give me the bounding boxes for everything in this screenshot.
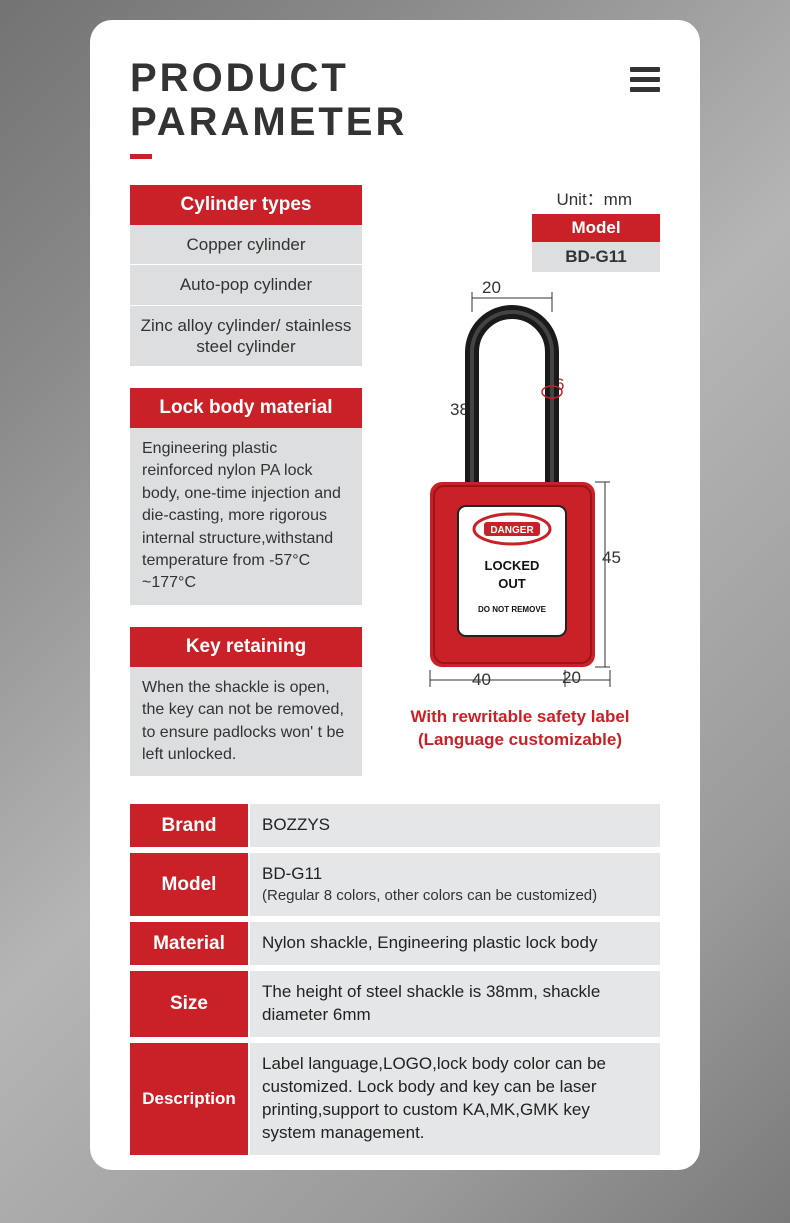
spec-val-brand: BOZZYS [250,804,660,847]
padlock-diagram: 20 38 6 45 40 20 [390,280,650,700]
title-line2: PARAMETER [130,100,407,144]
locked-text-1: LOCKED [485,558,540,573]
model-header: Model [532,214,660,242]
spec-row: Description Label language,LOGO,lock bod… [130,1043,660,1155]
spec-val-size: The height of steel shackle is 38mm, sha… [250,971,660,1037]
left-column: Cylinder types Copper cylinder Auto-pop … [130,185,362,776]
remove-text: DO NOT REMOVE [478,605,547,614]
locked-text-2: OUT [498,576,526,591]
unit-label: Unit：mm [556,185,632,210]
lock-body-block: Lock body material Engineering plastic r… [130,388,362,605]
header-row: PRODUCT PARAMETER [130,56,660,159]
title-block: PRODUCT PARAMETER [130,56,407,159]
spec-row: Size The height of steel shackle is 38mm… [130,971,660,1037]
page-title: PRODUCT PARAMETER [130,56,407,144]
key-retaining-block: Key retaining When the shackle is open, … [130,627,362,777]
spec-label-brand: Brand [130,804,248,847]
right-column: Unit：mm Model BD-G11 20 38 6 45 40 20 [380,185,660,776]
mid-section: Cylinder types Copper cylinder Auto-pop … [130,185,660,776]
cylinder-row: Zinc alloy cylinder/ stainless steel cyl… [130,306,362,367]
title-underline [130,154,152,159]
lockbody-text: Engineering plastic reinforced nylon PA … [130,428,362,605]
spec-label-description: Description [130,1043,248,1155]
cylinder-row: Auto-pop cylinder [130,265,362,305]
spec-row: Model BD-G11 (Regular 8 colors, other co… [130,853,660,916]
menu-icon[interactable] [630,62,660,97]
keyretain-text: When the shackle is open, the key can no… [130,667,362,777]
lockbody-header: Lock body material [130,388,362,428]
spec-row: Brand BOZZYS [130,804,660,847]
spec-val-description: Label language,LOGO,lock body color can … [250,1043,660,1155]
caption-line2: (Language customizable) [418,730,622,749]
cylinder-header: Cylinder types [130,185,362,225]
spec-table: Brand BOZZYS Model BD-G11 (Regular 8 col… [130,804,660,1155]
model-box: Model BD-G11 [532,214,660,272]
product-card: PRODUCT PARAMETER Cylinder types Copper … [90,20,700,1170]
diagram-caption: With rewritable safety label (Language c… [410,706,629,752]
danger-text: DANGER [490,525,534,536]
padlock-svg: DANGER LOCKED OUT DO NOT REMOVE [410,292,630,692]
spec-val-model: BD-G11 (Regular 8 colors, other colors c… [250,853,660,916]
cylinder-types-block: Cylinder types Copper cylinder Auto-pop … [130,185,362,366]
spec-val-material: Nylon shackle, Engineering plastic lock … [250,922,660,965]
spec-label-model: Model [130,853,248,916]
model-value: BD-G11 [532,242,660,272]
spec-row: Material Nylon shackle, Engineering plas… [130,922,660,965]
cylinder-row: Copper cylinder [130,225,362,265]
title-line1: PRODUCT [130,56,349,100]
spec-label-size: Size [130,971,248,1037]
keyretain-header: Key retaining [130,627,362,667]
spec-label-material: Material [130,922,248,965]
caption-line1: With rewritable safety label [410,707,629,726]
